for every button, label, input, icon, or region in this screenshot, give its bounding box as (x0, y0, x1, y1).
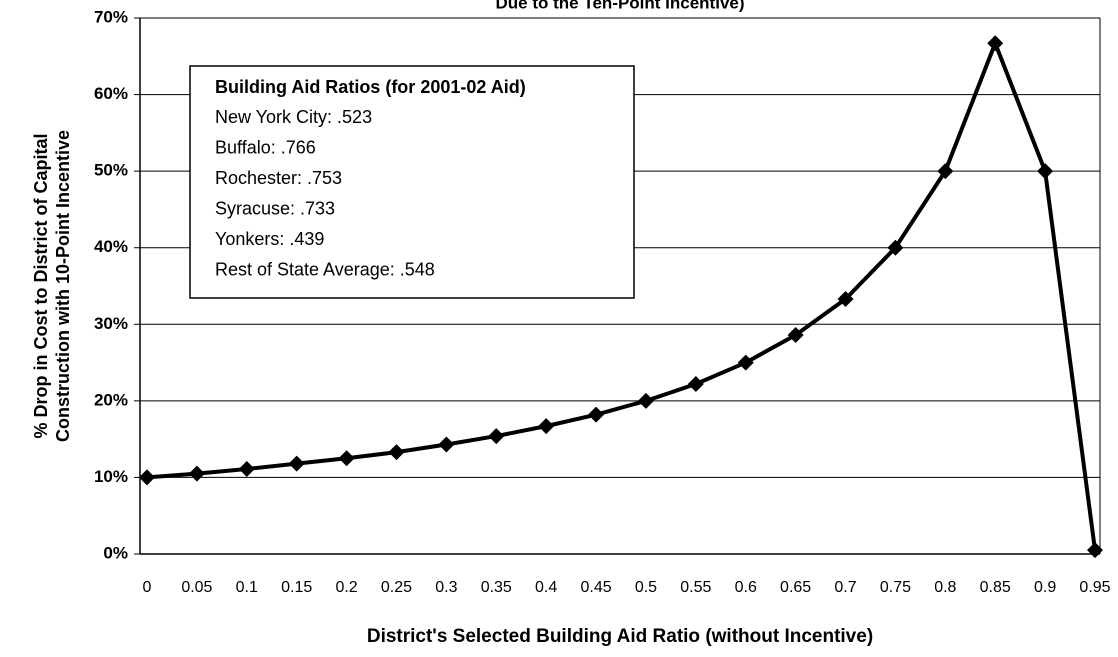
marker (139, 469, 155, 486)
x-tick-label: 0.65 (780, 579, 811, 596)
x-tick-label: 0.8 (934, 579, 956, 596)
chart-title: Due to the Ten-Point Incentive) (495, 0, 744, 12)
x-tick-label: 0.05 (181, 579, 212, 596)
annotation-line: Rochester: .753 (215, 168, 342, 188)
marker (737, 354, 754, 371)
y-tick-label: 0% (103, 543, 128, 562)
x-tick-label: 0.25 (381, 579, 412, 596)
y-tick-label: 30% (94, 314, 128, 333)
marker (588, 406, 605, 423)
x-tick-label: 0.3 (435, 579, 457, 596)
marker (987, 35, 1004, 52)
marker (388, 444, 405, 461)
y-tick-label: 50% (94, 161, 128, 180)
annotation-line: Syracuse: .733 (215, 198, 335, 218)
x-tick-label: 0 (143, 579, 152, 596)
annotation-line: Rest of State Average: .548 (215, 259, 435, 279)
x-tick-label: 0.35 (481, 579, 512, 596)
marker (1037, 163, 1054, 180)
x-tick-label: 0.6 (735, 579, 757, 596)
x-tick-label: 0.2 (335, 579, 357, 596)
marker (238, 461, 255, 478)
marker (538, 418, 555, 435)
x-tick-label: 0.5 (635, 579, 657, 596)
marker (1087, 542, 1103, 559)
x-tick-label: 0.4 (535, 579, 557, 596)
marker (687, 376, 704, 393)
x-tick-label: 0.75 (880, 579, 911, 596)
y-tick-label: 60% (94, 84, 128, 103)
x-tick-label: 0.95 (1079, 579, 1110, 596)
marker (937, 163, 954, 180)
x-tick-label: 0.85 (980, 579, 1011, 596)
y-tick-label: 70% (94, 7, 128, 26)
annotation-line: Buffalo: .766 (215, 137, 316, 157)
x-tick-label: 0.1 (236, 579, 258, 596)
x-tick-label: 0.55 (680, 579, 711, 596)
x-tick-label: 0.15 (281, 579, 312, 596)
y-axis-label: Construction with 10-Point Incentive (53, 130, 73, 442)
y-axis-label: % Drop in Cost to District of Capital (31, 133, 51, 438)
y-tick-label: 10% (94, 467, 128, 486)
y-tick-label: 40% (94, 237, 128, 256)
annotation-box (189, 65, 635, 299)
marker (787, 327, 804, 344)
marker (887, 239, 904, 256)
x-tick-label: 0.9 (1034, 579, 1056, 596)
line (146, 41, 1097, 551)
annotation-title: Building Aid Ratios (for 2001-02 Aid) (215, 77, 526, 97)
marker (637, 392, 654, 409)
marker (438, 436, 455, 453)
marker (837, 291, 854, 308)
annotation-line: Yonkers: .439 (215, 229, 324, 249)
marker (288, 455, 305, 472)
annotation-line: New York City: .523 (215, 107, 372, 127)
x-tick-label: 0.7 (834, 579, 856, 596)
x-axis-label: District's Selected Building Aid Ratio (… (367, 626, 873, 647)
y-tick-label: 20% (94, 390, 128, 409)
marker (488, 428, 505, 445)
marker (188, 465, 205, 482)
x-tick-label: 0.45 (580, 579, 611, 596)
marker (338, 450, 355, 467)
